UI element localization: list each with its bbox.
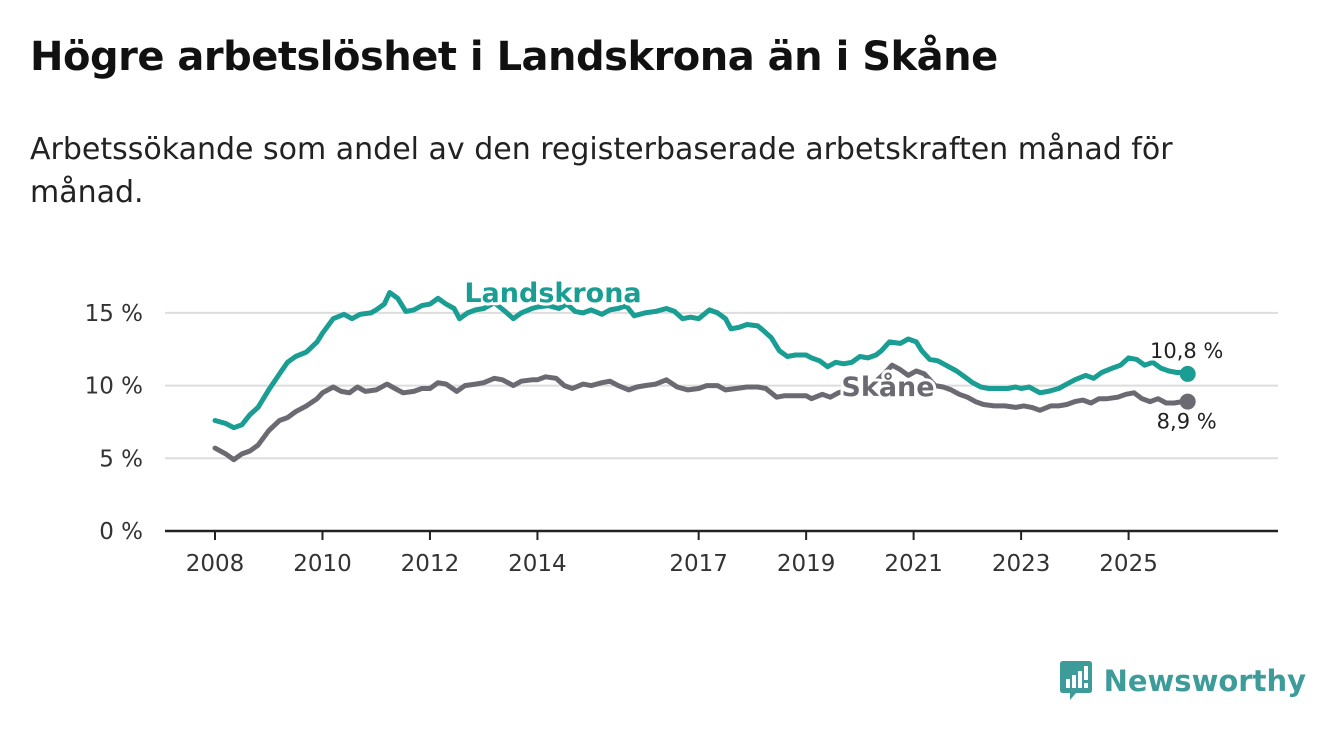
y-tick-label: 10 %: [85, 374, 143, 400]
x-tick-label: 2023: [992, 551, 1051, 577]
series-layer: [212, 290, 1196, 463]
x-tick-label: 2019: [777, 551, 836, 577]
x-tick-label: 2010: [293, 551, 352, 577]
end-point-landskrona: [1179, 365, 1196, 382]
newsworthy-logo[interactable]: Newsworthy: [1058, 660, 1306, 702]
y-tick-label: 5 %: [99, 446, 143, 472]
newsworthy-logo-icon: [1059, 661, 1092, 700]
series-line-landskrona: [212, 290, 1191, 431]
x-tick-label: 2008: [186, 551, 245, 577]
x-tick-label: 2025: [1099, 551, 1158, 577]
end-value-skane: 8,9 %: [1157, 410, 1217, 434]
y-tick-label: 15 %: [85, 301, 143, 327]
label-layer: 0 % 5 % 10 % 15 % 2008 2010 2012 2014 2017 2019 20…: [85, 275, 1226, 577]
x-tick-label: 2017: [669, 551, 728, 577]
x-tick-label: 2021: [884, 551, 943, 577]
chart-subtitle: Arbetssökande som andel av den registerb…: [30, 132, 1173, 210]
x-tick-label: 2014: [508, 551, 567, 577]
y-tick-label: 0 %: [99, 519, 143, 545]
series-name-landskrona: Landskrona: [464, 278, 641, 309]
x-tick-label: 2012: [401, 551, 460, 577]
series-name-skane: Skåne: [841, 371, 934, 403]
chart-title: Högre arbetslöshet i Landskrona än i Skå…: [30, 34, 998, 80]
grid-layer: [165, 311, 1278, 540]
end-point-skane: [1179, 393, 1196, 410]
brand-name: Newsworthy: [1103, 664, 1306, 698]
series-line-skane: [212, 362, 1191, 463]
end-value-landskrona: 10,8 %: [1150, 339, 1223, 363]
